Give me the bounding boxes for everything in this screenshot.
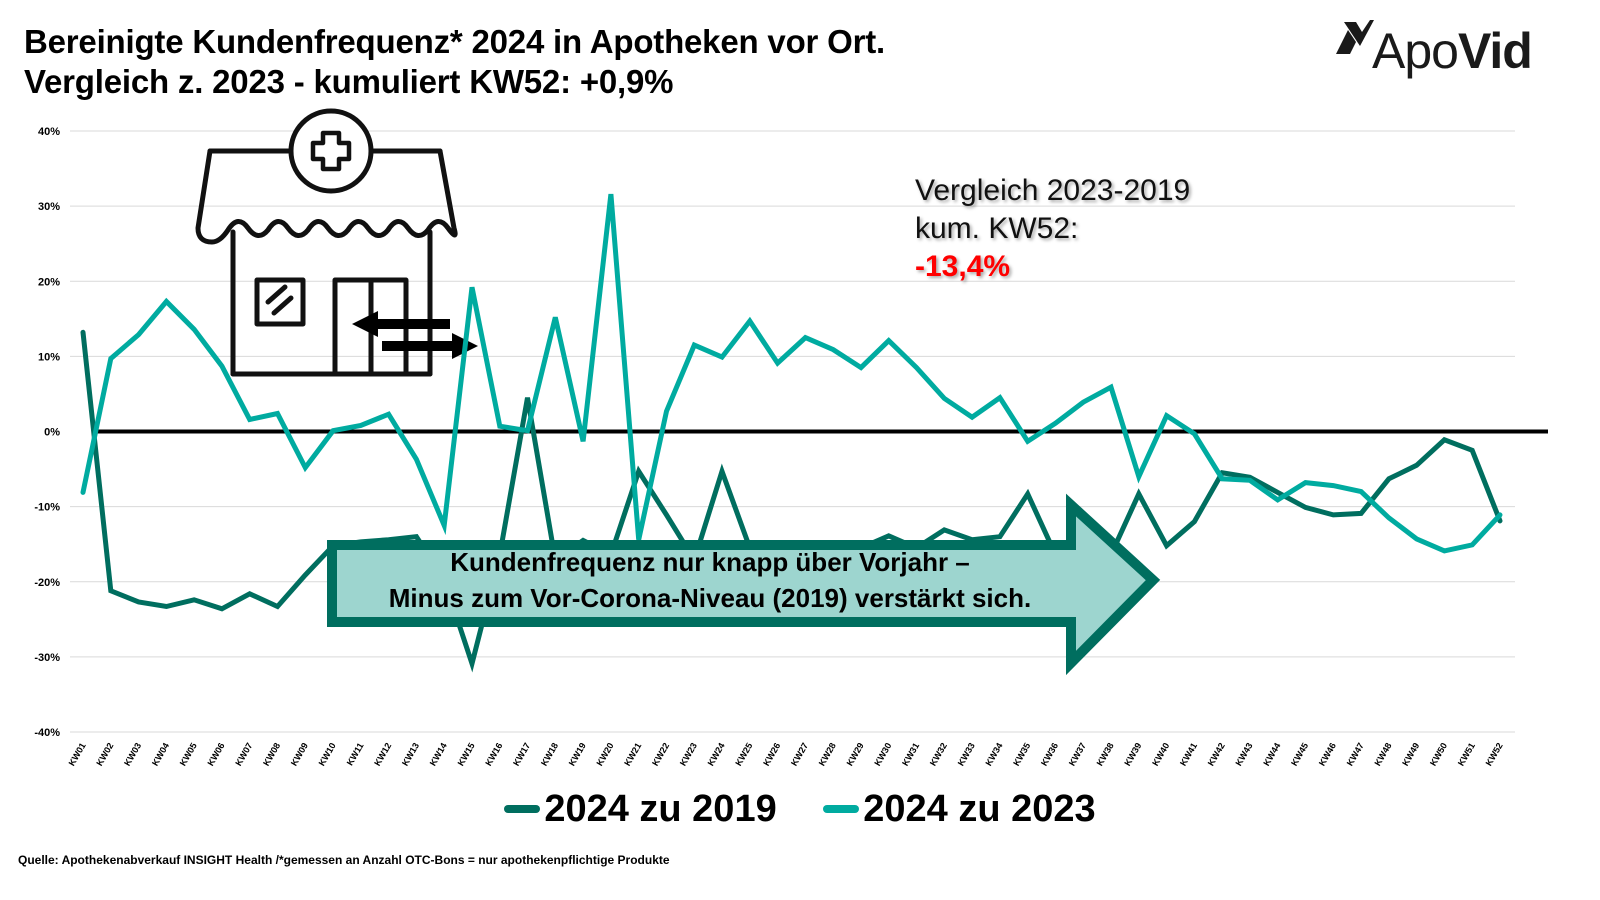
annotation-line-2: kum. KW52:: [915, 212, 1079, 245]
x-tick-label: KW16: [483, 741, 504, 768]
x-tick-label: KW01: [67, 741, 88, 768]
x-tick-label: KW08: [261, 741, 282, 768]
x-tick-label: KW28: [817, 741, 838, 768]
x-tick-label: KW04: [150, 741, 171, 768]
logo-text-regular: Apo: [1372, 23, 1459, 79]
x-tick-label: KW31: [900, 741, 921, 768]
x-tick-label: KW17: [511, 741, 532, 768]
x-tick-label: KW20: [594, 741, 615, 768]
x-tick-label: KW48: [1372, 741, 1393, 768]
x-tick-label: KW32: [928, 741, 949, 768]
logo-text-bold: Vid: [1457, 23, 1533, 79]
y-tick-label: -10%: [34, 502, 60, 514]
x-tick-label: KW02: [94, 741, 115, 768]
x-tick-label: KW25: [733, 741, 754, 768]
chart-title: Bereinigte Kundenfrequenz* 2024 in Apoth…: [24, 22, 885, 102]
x-tick-label: KW40: [1150, 741, 1171, 768]
apovid-logo-icon: [1336, 20, 1374, 54]
y-tick-label: 20%: [38, 276, 60, 288]
banner-arrow: [327, 493, 1161, 676]
y-tick-label: 40%: [38, 126, 60, 138]
legend-label-2024-vs-2023: 2024 zu 2023: [863, 787, 1096, 830]
x-tick-label: KW03: [122, 741, 143, 768]
x-tick-label: KW39: [1122, 741, 1143, 768]
x-tick-label: KW22: [650, 741, 671, 768]
annotation-line-1: Vergleich 2023-2019: [915, 174, 1191, 207]
x-tick-label: KW35: [1011, 741, 1032, 768]
y-tick-label: 10%: [38, 351, 60, 363]
banner-line-2: Minus zum Vor-Corona-Niveau (2019) verst…: [388, 583, 1032, 613]
apovid-logo: ApoVid: [1334, 14, 1564, 84]
series-line-2024-vs-2023: [80, 193, 1503, 554]
x-tick-label: KW44: [1261, 741, 1282, 768]
x-tick-label: KW26: [761, 741, 782, 768]
x-tick-label: KW46: [1317, 741, 1338, 768]
x-axis-tick-labels: KW01 KW02 KW03 KW04 KW05 KW06 KW07 KW08 KW09 KW10…: [67, 741, 1505, 768]
legend-item-2024-vs-2019: 2024 zu 2019: [504, 787, 777, 831]
x-tick-label: KW47: [1345, 741, 1366, 768]
x-tick-label: KW24: [706, 741, 727, 768]
x-tick-label: KW41: [1178, 741, 1199, 768]
x-tick-label: KW50: [1428, 741, 1449, 768]
x-tick-label: KW21: [622, 741, 643, 768]
x-tick-label: KW12: [372, 741, 393, 768]
pharmacy-storefront-icon: [195, 108, 458, 377]
banner-text: Kundenfrequenz nur knapp über Vorjahr – …: [330, 544, 1090, 616]
x-tick-label: KW42: [1206, 741, 1227, 768]
x-tick-label: KW23: [678, 741, 699, 768]
x-tick-label: KW15: [456, 741, 477, 768]
annotation-value: -13,4%: [915, 250, 1011, 283]
x-tick-label: KW06: [205, 741, 226, 768]
x-tick-label: KW33: [956, 741, 977, 768]
x-tick-label: KW29: [845, 741, 866, 768]
y-tick-label: 0%: [44, 427, 60, 439]
x-tick-label: KW43: [1234, 741, 1255, 768]
x-tick-label: KW49: [1400, 741, 1421, 768]
x-tick-label: KW45: [1289, 741, 1310, 768]
title-line-1: Bereinigte Kundenfrequenz* 2024 in Apoth…: [24, 23, 885, 60]
y-tick-label: -40%: [34, 727, 60, 739]
logo-text: ApoVid: [1372, 22, 1533, 80]
source-note: Quelle: Apothekenabverkauf INSIGHT Healt…: [18, 853, 670, 867]
x-tick-label: KW52: [1484, 741, 1505, 768]
x-tick-label: KW10: [317, 741, 338, 768]
y-axis-tick-labels: 40% 30% 20% 10% 0% -10% -20% -30% -40%: [34, 126, 60, 739]
y-tick-label: -20%: [34, 577, 60, 589]
comparison-annotation: Vergleich 2023-2019 kum. KW52: -13,4%: [915, 172, 1190, 286]
x-tick-label: KW18: [539, 741, 560, 768]
y-tick-label: 30%: [38, 201, 60, 213]
legend-item-2024-vs-2023: 2024 zu 2023: [823, 787, 1096, 831]
title-line-2: Vergleich z. 2023 - kumuliert KW52: +0,9…: [24, 63, 674, 100]
x-tick-label: KW07: [233, 741, 254, 768]
x-tick-label: KW05: [178, 741, 199, 768]
x-tick-label: KW09: [289, 741, 310, 768]
x-tick-label: KW19: [567, 741, 588, 768]
x-tick-label: KW37: [1067, 741, 1088, 768]
x-tick-label: KW38: [1095, 741, 1116, 768]
x-tick-label: KW34: [983, 741, 1004, 768]
y-tick-label: -30%: [34, 652, 60, 664]
legend-label-2024-vs-2019: 2024 zu 2019: [544, 787, 777, 830]
chart-legend: 2024 zu 2019 2024 zu 2023: [0, 780, 1600, 831]
x-tick-label: KW36: [1039, 741, 1060, 768]
x-tick-label: KW11: [345, 741, 366, 767]
banner-line-1: Kundenfrequenz nur knapp über Vorjahr –: [450, 547, 970, 577]
x-tick-label: KW13: [400, 741, 421, 768]
grid-lines: [70, 130, 1515, 733]
x-tick-label: KW14: [428, 741, 449, 768]
x-tick-label: KW30: [872, 741, 893, 768]
legend-swatch-2024-vs-2019: [504, 805, 541, 813]
x-tick-label: KW51: [1456, 741, 1477, 768]
legend-swatch-2024-vs-2023: [823, 805, 860, 813]
x-tick-label: KW27: [789, 741, 810, 768]
